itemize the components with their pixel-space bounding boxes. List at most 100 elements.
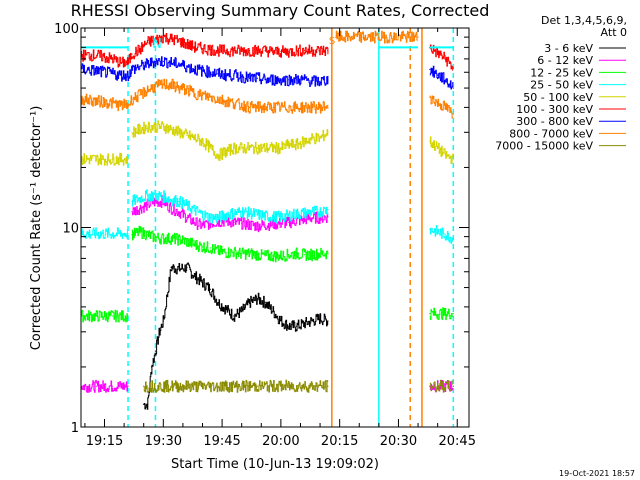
data-point	[248, 147, 251, 149]
data-point	[201, 70, 204, 72]
series-line	[131, 225, 329, 263]
data-point	[139, 197, 141, 199]
series-line	[131, 189, 329, 224]
data-point	[111, 385, 113, 387]
data-point	[295, 220, 298, 222]
data-point	[197, 385, 200, 387]
data-point	[186, 89, 188, 91]
data-point	[288, 221, 290, 224]
data-point	[437, 231, 439, 233]
data-point	[248, 106, 251, 108]
data-point	[139, 128, 141, 131]
data-point	[162, 195, 164, 198]
data-point	[147, 63, 149, 65]
data-point	[201, 94, 204, 96]
data-point	[127, 104, 129, 106]
data-point	[170, 237, 172, 240]
data-point	[162, 237, 164, 240]
data-point	[335, 36, 337, 38]
data-point	[264, 302, 266, 304]
series-line	[143, 379, 329, 393]
series-line	[429, 65, 454, 90]
legend-entry-label: 50 - 100 keV	[523, 91, 593, 104]
data-point	[241, 222, 243, 224]
x-tick-label: 20:45	[439, 434, 476, 449]
data-point	[256, 77, 258, 79]
data-point	[186, 134, 188, 136]
data-point	[280, 222, 282, 224]
data-point	[429, 228, 431, 230]
chart-title: RHESSI Observing Summary Count Rates, Co…	[71, 1, 490, 20]
data-point	[170, 207, 172, 209]
data-point	[362, 36, 364, 38]
data-point	[194, 68, 196, 71]
y-axis-label: Corrected Count Rate (s⁻¹ detector⁻¹)	[29, 106, 44, 351]
data-point	[139, 66, 141, 68]
data-point	[170, 266, 172, 269]
series-7	[81, 30, 454, 119]
data-point	[162, 84, 164, 86]
data-point	[303, 50, 305, 52]
data-point	[452, 237, 454, 240]
data-point	[186, 266, 188, 269]
series-4	[81, 120, 454, 166]
data-point	[170, 128, 172, 131]
data-point	[327, 252, 329, 255]
data-point	[96, 158, 98, 160]
data-point	[178, 385, 180, 387]
data-point	[186, 66, 188, 68]
series-line	[131, 120, 329, 161]
data-point	[233, 212, 235, 214]
series-line	[81, 33, 329, 68]
series-0	[143, 262, 329, 410]
legend-entry-label: 100 - 300 keV	[516, 103, 593, 116]
data-point	[295, 50, 298, 52]
data-point	[315, 385, 317, 387]
data-point	[264, 50, 266, 52]
data-point	[111, 315, 113, 317]
data-point	[327, 320, 329, 322]
data-point	[158, 331, 160, 333]
data-point	[209, 71, 211, 73]
data-point	[147, 41, 149, 43]
data-point	[139, 94, 141, 96]
data-point	[201, 47, 204, 50]
y-axis-ticks: 1 10 100	[54, 22, 469, 436]
data-point	[319, 317, 321, 320]
data-point	[440, 385, 443, 387]
data-point	[162, 320, 164, 322]
data-point	[280, 106, 282, 108]
data-point	[248, 252, 251, 255]
data-point	[131, 131, 133, 133]
data-point	[256, 254, 258, 256]
data-point	[147, 234, 149, 236]
data-point	[288, 79, 290, 81]
data-point	[437, 147, 439, 149]
data-point	[280, 320, 282, 322]
data-point	[147, 194, 149, 196]
data-point	[256, 147, 258, 149]
data-point	[170, 38, 172, 40]
data-point	[280, 147, 282, 149]
data-point	[311, 137, 313, 139]
data-point	[154, 60, 157, 63]
data-point	[209, 247, 211, 249]
data-point	[139, 207, 141, 209]
data-point	[194, 137, 196, 139]
data-point	[154, 194, 157, 196]
data-point	[154, 350, 157, 352]
data-point	[217, 385, 219, 387]
data-point	[154, 236, 157, 239]
data-point	[217, 250, 219, 252]
data-point	[248, 77, 251, 79]
data-point	[303, 218, 305, 220]
data-point	[96, 385, 98, 387]
series-line	[81, 379, 128, 393]
data-point	[288, 106, 290, 108]
data-point	[96, 70, 98, 72]
data-point	[225, 100, 227, 102]
data-point	[295, 79, 298, 81]
timestamp: 19-Oct-2021 18:57	[559, 469, 635, 478]
data-point	[256, 106, 258, 108]
